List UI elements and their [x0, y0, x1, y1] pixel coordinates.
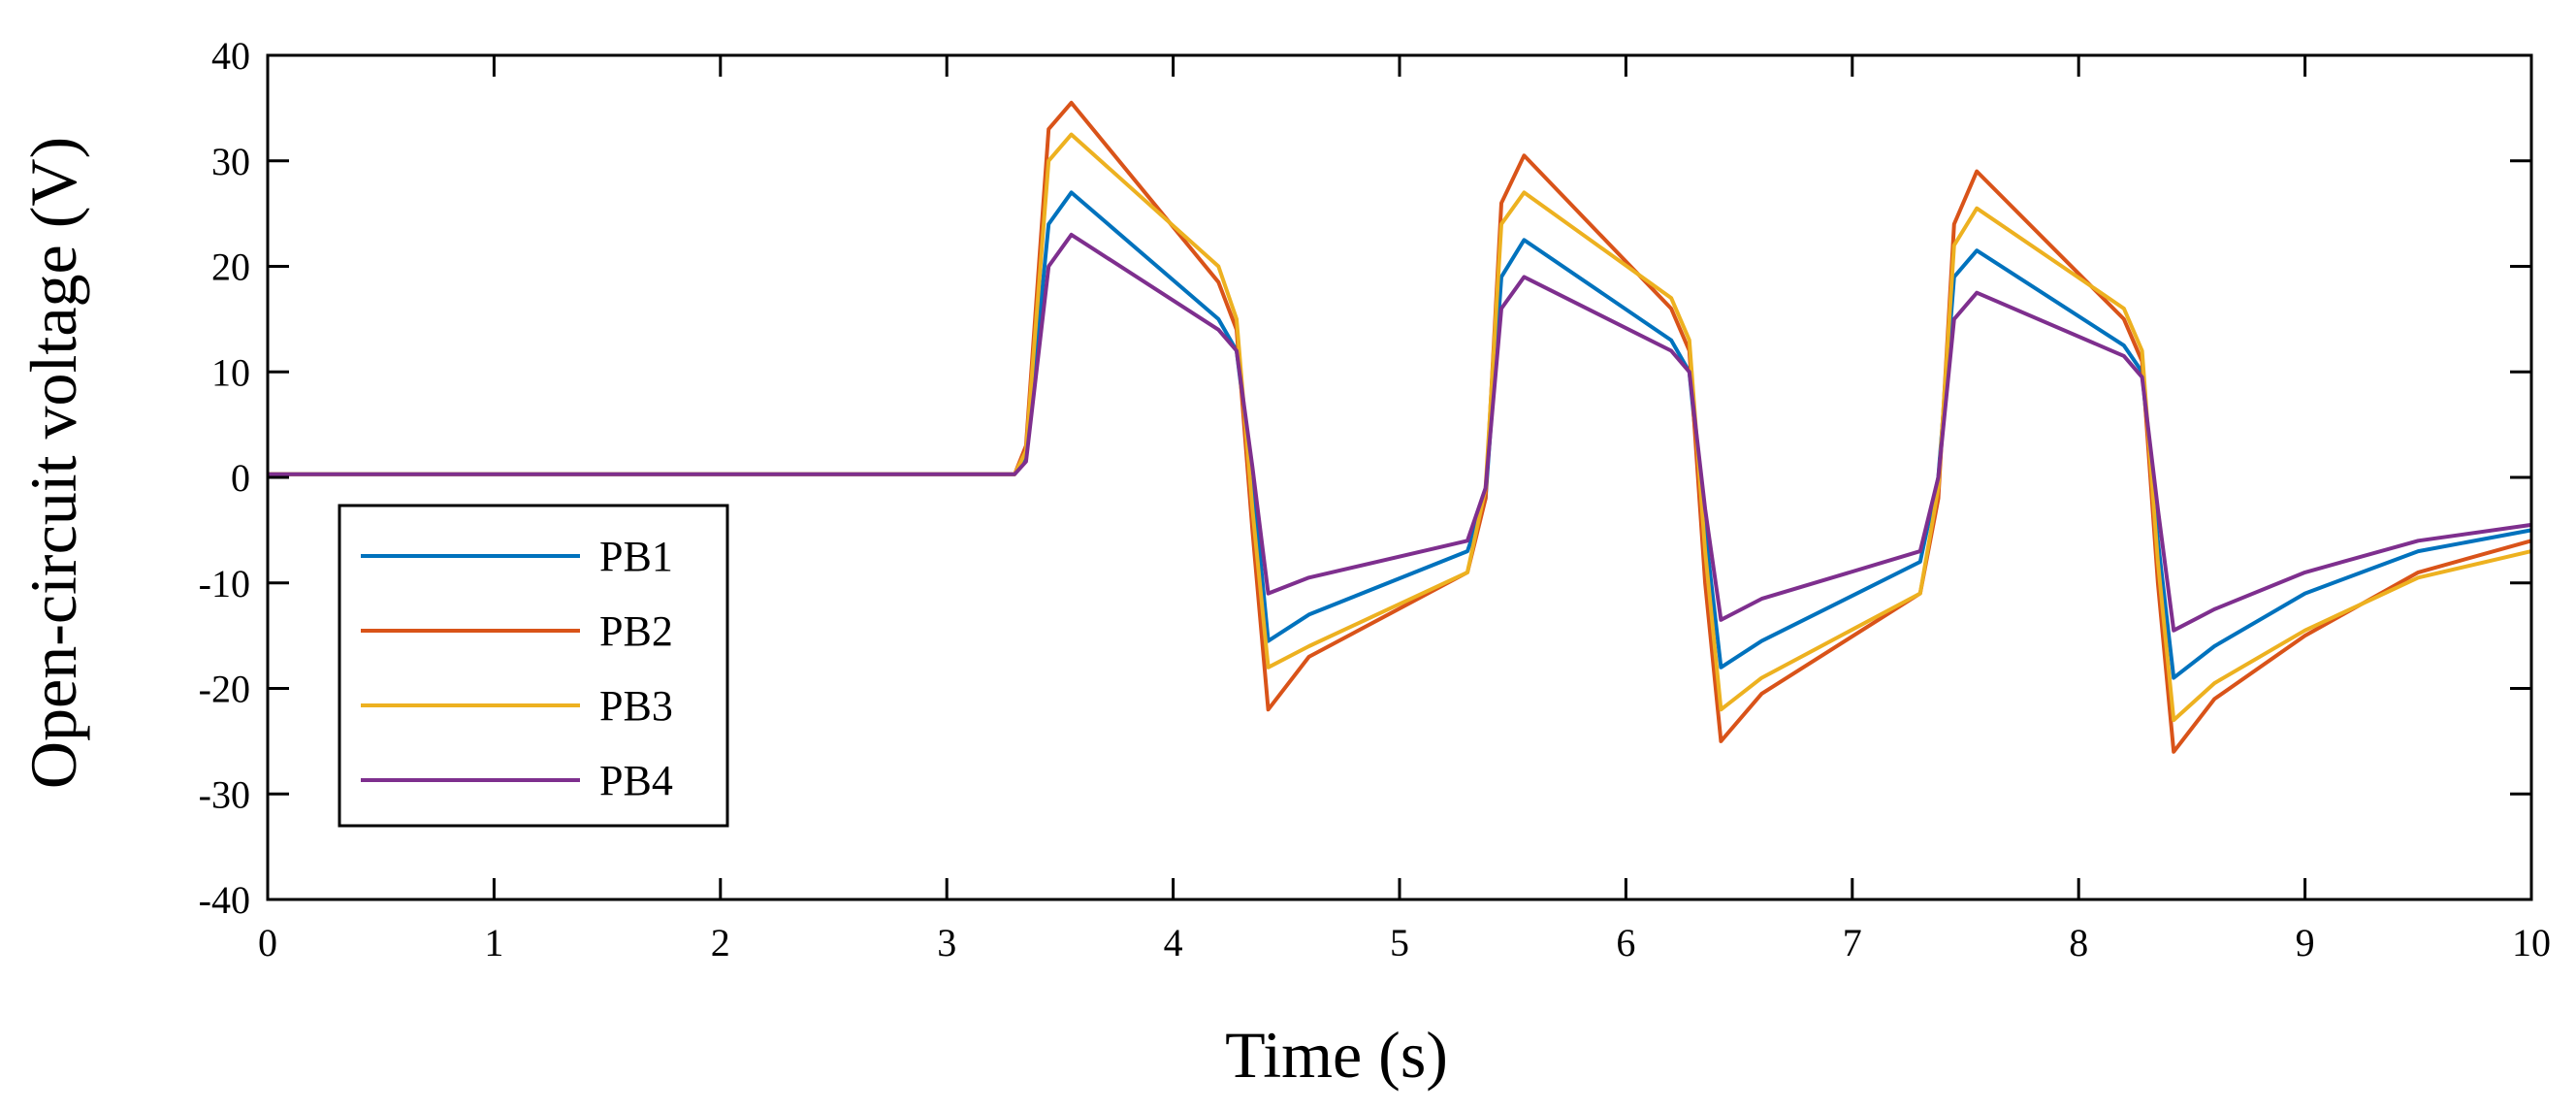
- legend-box: [338, 504, 729, 828]
- y-tick-label: 40: [211, 34, 250, 78]
- y-tick-label: 0: [231, 456, 250, 500]
- y-axis-title: Open-circuit voltage (V): [16, 137, 90, 789]
- legend-label-pb1: PB1: [599, 533, 673, 580]
- y-tick-label: -40: [199, 878, 250, 922]
- x-tick-label: 3: [937, 921, 956, 964]
- x-tick-label: 0: [258, 921, 277, 964]
- legend-label-pb3: PB3: [599, 682, 673, 730]
- x-tick-label: 6: [1616, 921, 1635, 964]
- axes-group: 0 1 2 3 4 5 6 7 8 9 10 40 30 20 10 0 -10 -20 -30 -40: [199, 34, 2551, 964]
- x-tick-label: 2: [711, 921, 730, 964]
- x-tick-label: 1: [484, 921, 503, 964]
- series-line-pb4: [268, 232, 2532, 633]
- series-line-pb3: [268, 132, 2532, 723]
- legend-label-pb4: PB4: [599, 757, 673, 804]
- y-tick-label: 30: [211, 140, 250, 183]
- x-tick-label: 5: [1390, 921, 1409, 964]
- y-tick-label: 10: [211, 350, 250, 394]
- x-tick-label: 4: [1164, 921, 1183, 964]
- y-tick-label: 20: [211, 245, 250, 289]
- legend-label-pb2: PB2: [599, 607, 673, 655]
- x-tick-label: 9: [2296, 921, 2315, 964]
- series-group: [268, 100, 2532, 754]
- x-tick-label: 10: [2512, 921, 2551, 964]
- x-axis-title: Time (s): [1225, 1018, 1448, 1092]
- x-tick-label: 7: [1843, 921, 1862, 964]
- y-tick-label: -10: [199, 562, 250, 605]
- x-tick-label: 8: [2069, 921, 2088, 964]
- legend: PB1 PB2 PB3 PB4: [338, 504, 729, 828]
- y-tick-label: -20: [199, 668, 250, 711]
- y-tick-label: -30: [199, 772, 250, 816]
